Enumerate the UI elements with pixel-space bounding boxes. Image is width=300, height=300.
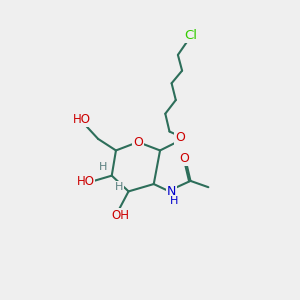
Text: HO: HO xyxy=(74,113,92,126)
Text: H: H xyxy=(99,162,107,172)
Text: HO: HO xyxy=(76,176,94,188)
Text: O: O xyxy=(133,136,143,148)
Text: Cl: Cl xyxy=(184,29,198,42)
Text: N: N xyxy=(167,185,176,198)
Text: O: O xyxy=(179,152,189,165)
Text: OH: OH xyxy=(111,209,129,222)
Text: H: H xyxy=(115,182,123,192)
Text: H: H xyxy=(170,196,178,206)
Text: O: O xyxy=(175,131,185,144)
